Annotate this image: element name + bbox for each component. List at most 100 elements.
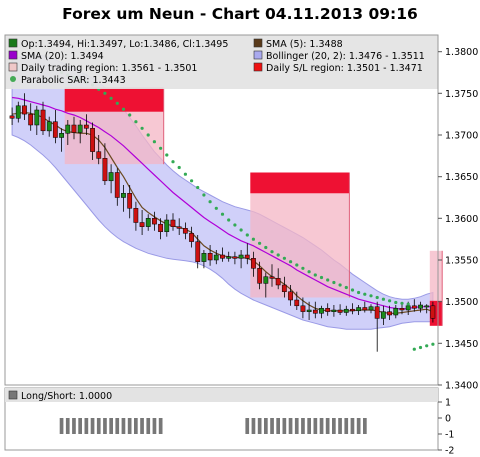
- long-short-bar: [282, 418, 287, 434]
- y-tick-label: 1.3500: [445, 297, 478, 308]
- long-short-bar: [319, 418, 324, 434]
- long-short-bar: [356, 418, 361, 434]
- legend-marker: [8, 38, 18, 48]
- sar-dot: [121, 107, 126, 111]
- indicator-tick-label: -1: [445, 430, 454, 441]
- sar-dot: [375, 295, 379, 300]
- candle-body: [207, 253, 213, 261]
- legend-entry: Bollinger (20, 2): 1.3476 - 1.3511: [266, 51, 425, 62]
- sar-dot: [388, 299, 392, 303]
- legend: Op:1.3494, Hi:1.3497, Lo:1.3486, Cl:1.34…: [8, 38, 425, 86]
- candle-body: [251, 258, 256, 269]
- candle-body: [257, 268, 263, 284]
- long-short-bar: [301, 418, 305, 434]
- y-tick-label: 1.3650: [445, 172, 478, 183]
- legend-entry: SMA (20): 1.3494: [21, 51, 104, 62]
- candle-body: [102, 158, 108, 182]
- candle-body: [182, 228, 188, 234]
- y-tick-label: 1.3400: [445, 381, 478, 392]
- legend-marker: [8, 50, 18, 60]
- candle-body: [325, 308, 331, 312]
- candle-body: [380, 311, 386, 319]
- candle-body: [399, 308, 405, 311]
- sar-dot: [183, 172, 187, 176]
- sar-dot: [400, 301, 404, 305]
- legend-marker: [253, 62, 263, 72]
- sar-dot: [214, 206, 218, 210]
- candle-body: [356, 307, 362, 312]
- sma20-line: [12, 96, 433, 310]
- candle-body: [108, 172, 114, 182]
- sar-dot: [190, 179, 194, 183]
- candle-body: [300, 305, 306, 312]
- long-short-bar: [90, 418, 95, 434]
- candle-body: [294, 299, 300, 307]
- sar-dot: [307, 270, 311, 274]
- sar-dot: [196, 185, 200, 190]
- legend-entry: Daily S/L region: 1.3501 - 1.3471: [266, 63, 423, 74]
- long-short-bar: [325, 418, 330, 434]
- long-short-bar: [332, 418, 336, 434]
- candle-body: [275, 278, 281, 286]
- candle-body: [59, 133, 64, 138]
- candle-body: [65, 124, 71, 134]
- y-tick-label: 1.3750: [445, 89, 478, 100]
- legend-entry: Daily trading region: 1.3561 - 1.3501: [21, 63, 197, 74]
- sar-dot: [418, 345, 423, 350]
- candle-body: [312, 309, 318, 314]
- sar-dot: [338, 283, 342, 287]
- sar-dot: [251, 237, 255, 241]
- long-short-bar: [344, 418, 349, 434]
- legend-entry: SMA (5): 1.3488: [266, 39, 343, 50]
- candle-body: [418, 304, 423, 309]
- long-short-bar: [270, 418, 274, 434]
- y-tick-label: 1.3800: [445, 47, 478, 58]
- legend-entry: Parabolic SAR: 1.3443: [21, 75, 126, 86]
- sar-dot: [202, 193, 206, 197]
- sar-dot: [289, 260, 293, 264]
- candle-body: [127, 193, 133, 209]
- sar-dot: [332, 280, 336, 285]
- candle-body: [269, 276, 275, 279]
- indicator-tick-label: 1: [445, 398, 451, 409]
- legend-box: [5, 35, 438, 89]
- candle-body: [77, 124, 83, 133]
- long-short-indicator: [59, 418, 367, 434]
- indicator-axis: 1 0 -1 -2: [438, 398, 454, 457]
- sl-region-1: [64, 87, 164, 112]
- sar-dot: [270, 250, 274, 254]
- sar-dot: [227, 218, 231, 222]
- sar-dot: [295, 263, 299, 267]
- candle-body: [319, 308, 324, 314]
- candle-body: [195, 241, 201, 262]
- candle-body: [189, 233, 194, 242]
- candle-body: [90, 128, 95, 152]
- long-short-bar: [152, 418, 157, 434]
- long-short-bar: [350, 418, 355, 434]
- indicator-legend-marker: [8, 390, 18, 400]
- sar-dot: [394, 300, 398, 305]
- candle-body: [83, 124, 89, 129]
- candle-body: [133, 208, 139, 223]
- price-axis: 1.3800 1.3750 1.3700 1.3650 1.3600 1.3550 1.35…: [438, 47, 478, 392]
- candle-body: [114, 172, 120, 198]
- sar-dot: [140, 126, 144, 130]
- long-short-bar: [363, 418, 367, 434]
- candle-body: [170, 219, 176, 227]
- sar-dot: [109, 96, 113, 100]
- candle-body: [226, 256, 232, 259]
- y-tick-label: 1.3450: [445, 339, 478, 350]
- legend-marker: [10, 76, 16, 82]
- sar-dot: [239, 228, 243, 232]
- sar-dot: [344, 285, 348, 290]
- indicator-tick-label: 0: [445, 414, 451, 425]
- candle-body: [232, 256, 238, 259]
- indicator-tick-label: -2: [445, 446, 454, 457]
- sar-dot: [146, 133, 150, 137]
- long-short-bar: [158, 418, 163, 434]
- sar-dot: [220, 212, 225, 216]
- candle-body: [139, 222, 145, 227]
- candle-body: [46, 121, 52, 132]
- y-tick-label: 1.3600: [445, 214, 478, 225]
